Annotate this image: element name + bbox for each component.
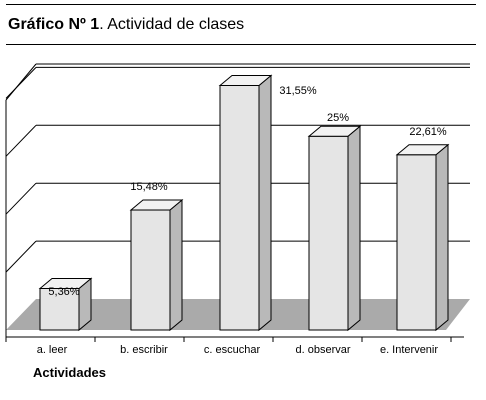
bar-top — [218, 74, 273, 86]
bar-front — [39, 287, 80, 331]
bar-side — [258, 74, 272, 332]
header-bottom-rule — [6, 44, 476, 45]
side-wall-gridline — [5, 67, 37, 99]
side-wall-gridline — [5, 240, 37, 273]
bar-top — [38, 277, 93, 289]
x-tick-label: a. leer — [37, 344, 68, 356]
bar-top — [129, 199, 184, 211]
x-tick-label: d. observar — [295, 344, 350, 356]
chart-title-rest: . Actividad de clases — [99, 16, 245, 33]
chart-layer: 5,36% 15,48% 31,55% 25% 22,61% a. leer b. escr… — [5, 63, 470, 356]
bar-side — [347, 125, 361, 332]
bar-side — [169, 198, 183, 332]
data-label: 5,36% — [48, 286, 79, 298]
data-label: 15,48% — [130, 181, 168, 193]
data-label: 25% — [327, 112, 349, 124]
bar-side — [435, 143, 449, 332]
bar-front — [219, 84, 260, 331]
x-axis-title: Actividades — [33, 365, 106, 380]
side-wall-gridline — [5, 124, 37, 157]
side-wall-gridline — [5, 182, 37, 215]
bar-front — [308, 135, 349, 331]
x-tick-label: b. escribir — [120, 344, 168, 356]
bar-front — [130, 209, 171, 331]
chart-title: Gráfico Nº 1. Actividad de clases — [8, 16, 244, 34]
bar-top — [307, 125, 362, 137]
data-label: 22,61% — [409, 126, 447, 138]
bar-top — [395, 144, 450, 156]
header-top-rule — [6, 4, 476, 5]
x-tick-label: e. Intervenir — [380, 344, 438, 356]
x-tick-label: c. escuchar — [204, 344, 261, 356]
chart-title-bold: Gráfico Nº 1 — [8, 16, 100, 33]
side-wall-top-edge — [5, 63, 37, 101]
data-label: 31,55% — [279, 85, 317, 97]
bar-front — [396, 154, 437, 331]
